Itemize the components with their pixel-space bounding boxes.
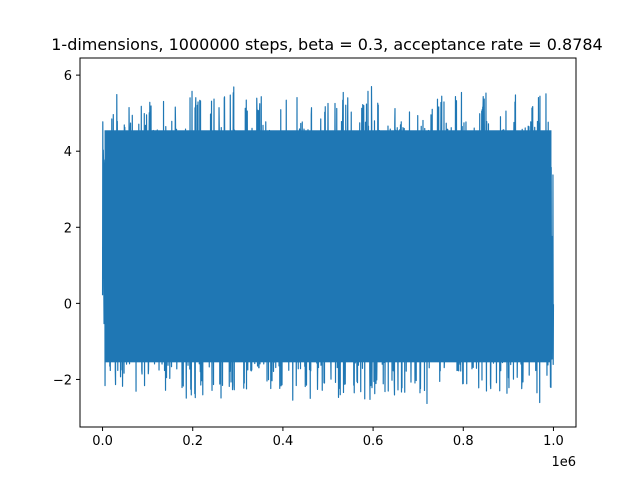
chart-title: 1-dimensions, 1000000 steps, beta = 0.3,… bbox=[51, 35, 602, 54]
x-tick-label: 0.6 bbox=[363, 434, 384, 449]
y-tick-label: 2 bbox=[64, 221, 72, 236]
x-tick-label: 0.2 bbox=[182, 434, 203, 449]
series-core-band bbox=[104, 130, 552, 363]
x-tick-label: 0.0 bbox=[92, 434, 113, 449]
x-tick-label: 0.4 bbox=[273, 434, 294, 449]
x-tick-label: 0.8 bbox=[453, 434, 474, 449]
x-tick-label: 1.0 bbox=[543, 434, 564, 449]
series-trace bbox=[101, 86, 555, 405]
y-tick-label: 6 bbox=[64, 69, 72, 84]
x-axis: 0.0 0.2 0.4 0.6 0.8 1.0 bbox=[92, 427, 564, 449]
axes-frame bbox=[79, 57, 577, 428]
y-tick-label: 4 bbox=[64, 145, 72, 160]
y-tick-label: 0 bbox=[64, 297, 72, 312]
y-axis: −2 0 2 4 6 bbox=[53, 69, 80, 388]
x-axis-offset-label: 1e6 bbox=[551, 455, 576, 470]
y-tick-label: −2 bbox=[53, 373, 72, 388]
